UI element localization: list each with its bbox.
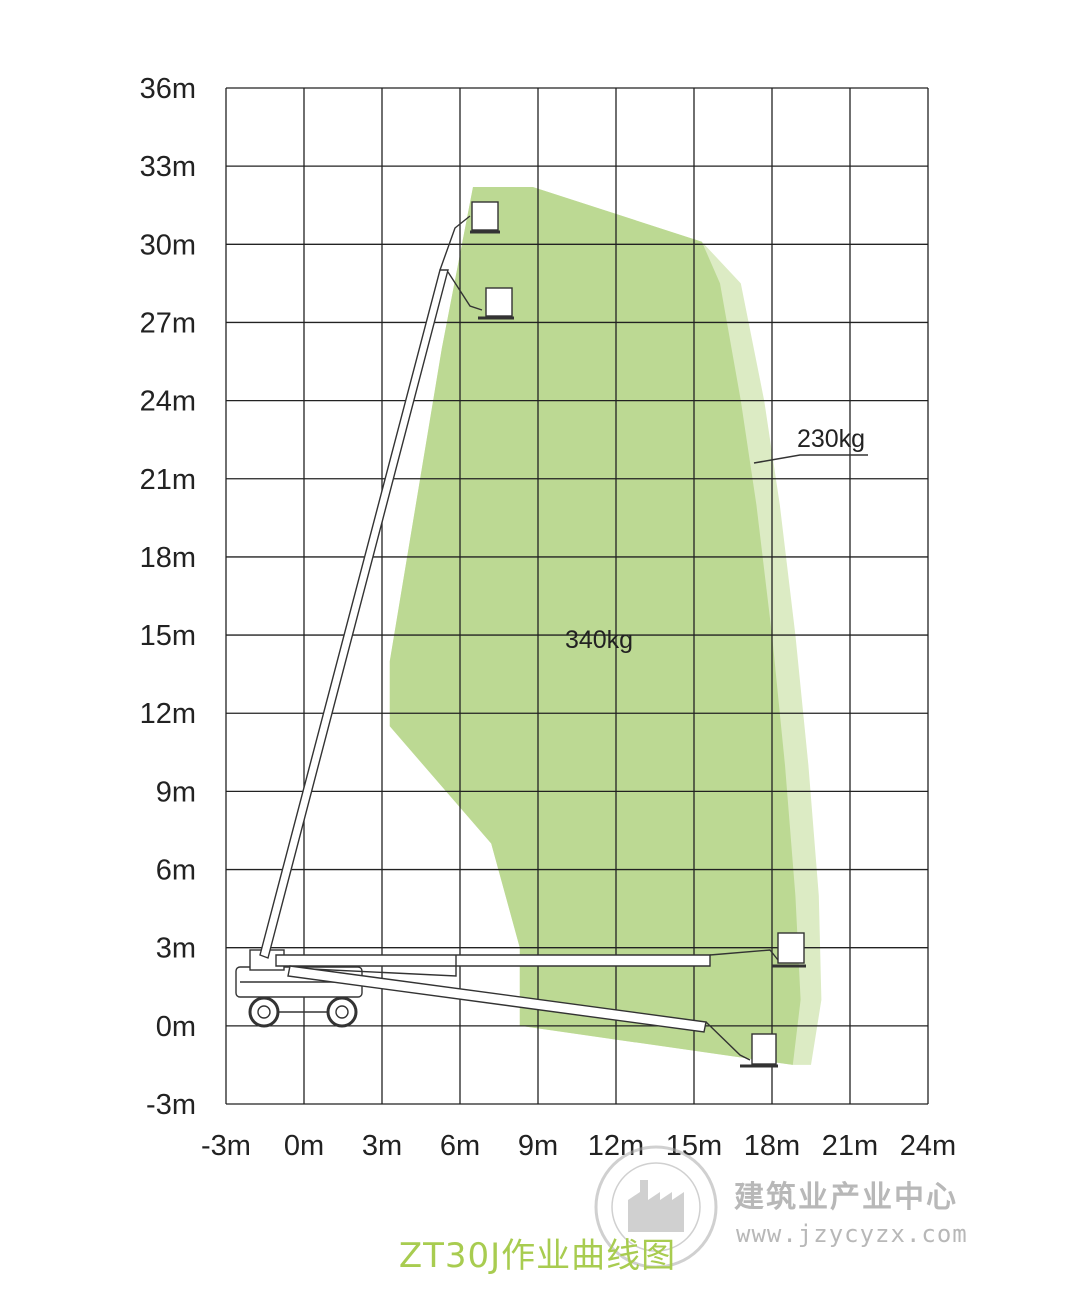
y-tick-label: 9m xyxy=(156,776,196,808)
front-wheel xyxy=(248,996,280,1028)
working-envelope xyxy=(389,187,822,1065)
y-tick-label: 6m xyxy=(156,855,196,887)
platform-high-2 xyxy=(485,287,513,317)
watermark-name: 建筑业产业中心 xyxy=(734,1180,958,1215)
label-230kg-leader xyxy=(753,454,868,464)
y-tick-label: -3m xyxy=(146,1089,196,1121)
watermark-seal xyxy=(594,1145,718,1269)
x-tick-label: 0m xyxy=(284,1130,324,1162)
y-axis-ticks: 36m 33m 30m 27m 24m 21m 18m 15m 12m 9m 6m 3m 0m -3m xyxy=(140,73,196,1121)
x-tick-label: 9m xyxy=(518,1130,558,1162)
x-tick-label: 21m xyxy=(822,1130,878,1162)
label-340kg: 340kg xyxy=(565,626,633,654)
x-tick-label: -3m xyxy=(201,1130,251,1162)
y-tick-label: 36m xyxy=(140,73,196,105)
watermark-url: www.jzycyzx.com xyxy=(736,1220,968,1248)
y-tick-label: 24m xyxy=(140,386,196,418)
y-tick-label: 21m xyxy=(140,464,196,496)
x-tick-label: 15m xyxy=(666,1130,722,1162)
x-axis-ticks: -3m 0m 3m 6m 9m 12m 15m 18m 21m 24m xyxy=(201,1130,956,1162)
boom-lift-illustration xyxy=(235,201,806,1068)
rear-wheel xyxy=(326,996,358,1028)
y-tick-label: 33m xyxy=(140,151,196,183)
y-tick-label: 27m xyxy=(140,307,196,339)
y-tick-label: 18m xyxy=(140,542,196,574)
x-tick-label: 24m xyxy=(900,1130,956,1162)
platform-low xyxy=(751,1033,777,1065)
boom-low xyxy=(287,965,707,1033)
y-tick-label: 0m xyxy=(156,1011,196,1043)
grid xyxy=(225,87,929,1105)
y-tick-label: 15m xyxy=(140,620,196,652)
label-230kg: 230kg xyxy=(797,425,865,453)
factory-icon xyxy=(628,1180,684,1232)
x-tick-label: 18m xyxy=(744,1130,800,1162)
boom-horizontal xyxy=(275,954,711,967)
x-tick-label: 12m xyxy=(588,1130,644,1162)
y-tick-label: 12m xyxy=(140,698,196,730)
x-tick-label: 6m xyxy=(440,1130,480,1162)
y-tick-label: 3m xyxy=(156,933,196,965)
boom-high xyxy=(259,269,449,959)
chart-caption: ZT30J作业曲线图 xyxy=(398,1236,677,1276)
y-tick-label: 30m xyxy=(140,229,196,261)
platform-high-1 xyxy=(471,201,499,231)
platform-horizontal xyxy=(777,932,805,964)
envelope-340kg xyxy=(389,187,801,1065)
x-tick-label: 3m xyxy=(362,1130,402,1162)
